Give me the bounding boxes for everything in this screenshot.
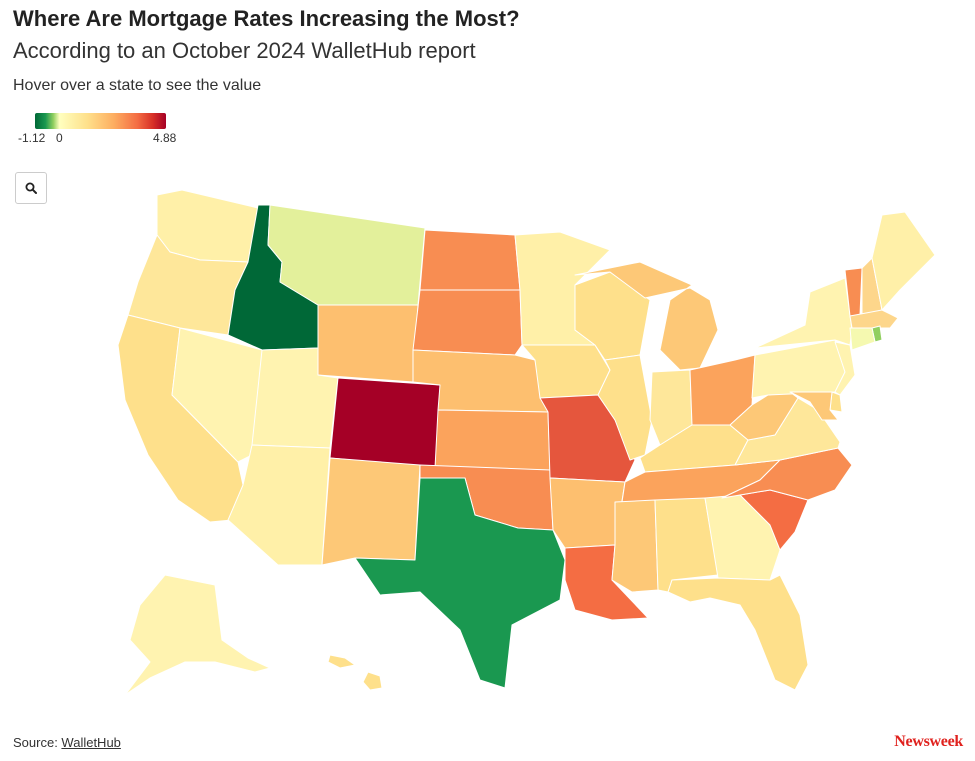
- state-nd[interactable]: [419, 229, 521, 291]
- legend-color-scale: [35, 113, 166, 129]
- chart-title: Where Are Mortgage Rates Increasing the …: [13, 6, 520, 31]
- legend-zero-label: 0: [56, 131, 63, 145]
- search-icon: [25, 182, 37, 194]
- state-tx[interactable]: [354, 477, 566, 689]
- state-ms[interactable]: [611, 499, 659, 593]
- state-ct[interactable]: [849, 327, 876, 351]
- state-ar[interactable]: [549, 477, 626, 549]
- state-wv[interactable]: [729, 391, 799, 441]
- state-hi-small[interactable]: [327, 654, 356, 669]
- state-az[interactable]: [227, 444, 331, 566]
- state-hi-big[interactable]: [362, 671, 383, 691]
- newsweek-logo: Newsweek: [894, 733, 963, 750]
- source-prefix: Source:: [13, 735, 62, 750]
- state-wa[interactable]: [156, 189, 259, 263]
- state-md[interactable]: [789, 391, 839, 421]
- legend-max-label: 4.88: [153, 131, 177, 145]
- source-link[interactable]: WalletHub: [61, 735, 121, 750]
- state-sd[interactable]: [412, 289, 523, 356]
- state-wy[interactable]: [317, 304, 419, 383]
- color-legend: -1.12 0 4.88: [18, 113, 176, 147]
- legend-min-label: -1.12: [18, 131, 46, 145]
- state-ny[interactable]: [754, 277, 853, 349]
- chart-subtitle: According to an October 2024 WalletHub r…: [13, 38, 476, 63]
- state-nm[interactable]: [321, 457, 421, 566]
- source-note: Source: WalletHub: [13, 735, 121, 750]
- zoom-button[interactable]: [15, 172, 47, 204]
- legend-labels: -1.12 0 4.88: [18, 131, 176, 147]
- state-pa[interactable]: [751, 339, 846, 399]
- state-fl[interactable]: [667, 574, 809, 691]
- state-nc[interactable]: [721, 447, 853, 501]
- state-me[interactable]: [871, 211, 936, 311]
- us-state-map: [117, 189, 936, 695]
- state-ks[interactable]: [434, 409, 551, 471]
- state-il[interactable]: [597, 354, 653, 461]
- state-ma[interactable]: [849, 309, 899, 329]
- state-co[interactable]: [329, 377, 441, 469]
- hover-instruction: Hover over a state to see the value: [13, 77, 262, 94]
- state-ak[interactable]: [124, 574, 271, 695]
